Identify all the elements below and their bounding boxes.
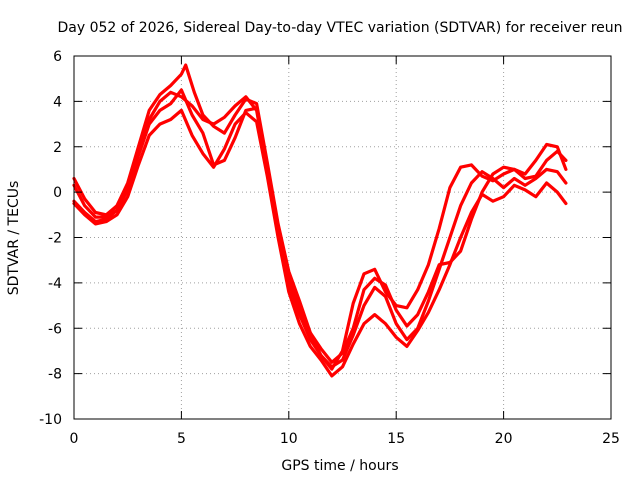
y-tick-label: 2	[53, 140, 62, 156]
y-tick-label: 4	[53, 94, 62, 110]
y-tick-label: 0	[53, 185, 62, 201]
y-tick-label: -6	[48, 321, 62, 337]
series-line-s3	[72, 108, 568, 378]
y-tick-label: -10	[39, 412, 62, 428]
y-tick-label: -2	[48, 231, 62, 247]
y-axis-label: SDTVAR / TECUs	[6, 181, 22, 296]
x-tick-label: 15	[387, 431, 405, 447]
series-line-s4	[72, 90, 568, 364]
y-tick-labels: -10 -8 -6 -4 -2 0 2 4 6	[39, 49, 62, 428]
axis-ticks	[73, 55, 612, 420]
x-tick-label: 25	[602, 431, 620, 447]
grid-lines	[74, 56, 611, 419]
x-tick-label: 10	[280, 431, 298, 447]
x-tick-label: 5	[177, 431, 186, 447]
x-tick-labels: 0 5 10 15 20 25	[70, 431, 620, 447]
y-tick-label: -8	[48, 367, 62, 383]
series-line-s1	[72, 63, 568, 371]
x-tick-label: 20	[495, 431, 513, 447]
y-tick-label: 6	[53, 49, 62, 65]
y-tick-label: -4	[48, 276, 62, 292]
series-line-s2	[72, 88, 568, 369]
chart-title: Day 052 of 2026, Sidereal Day-to-day VTE…	[57, 20, 622, 36]
x-tick-label: 0	[70, 431, 79, 447]
x-axis-label: GPS time / hours	[281, 458, 398, 474]
data-series	[72, 63, 568, 378]
